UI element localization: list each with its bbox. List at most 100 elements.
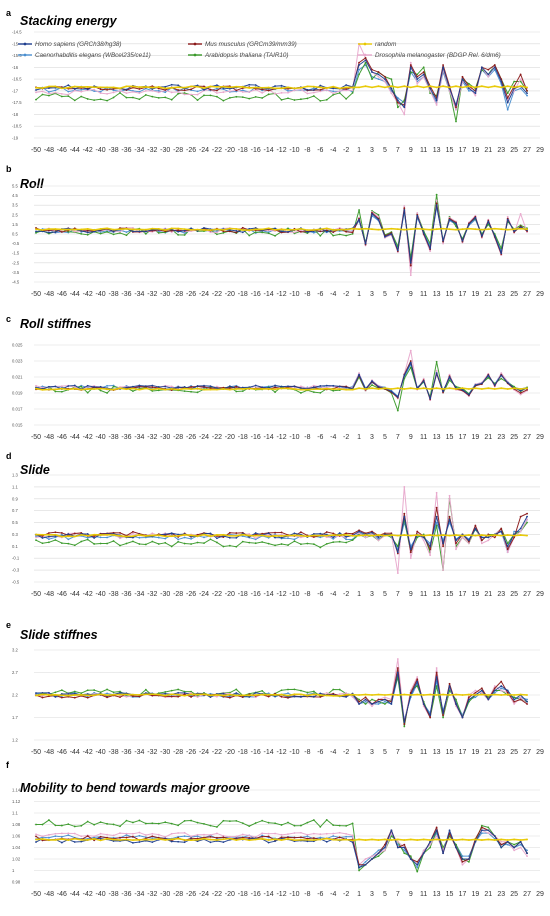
data-point bbox=[93, 90, 96, 93]
data-point bbox=[86, 689, 89, 692]
x-tick-label: 1 bbox=[357, 749, 361, 756]
data-point bbox=[132, 536, 134, 539]
data-point bbox=[73, 692, 76, 695]
data-point bbox=[222, 834, 225, 837]
data-point bbox=[377, 539, 380, 542]
data-point bbox=[403, 85, 406, 88]
x-tick-label: -2 bbox=[343, 291, 349, 298]
data-point bbox=[442, 66, 444, 69]
y-tick-label: -0.1 bbox=[12, 556, 20, 561]
data-point bbox=[93, 388, 96, 390]
data-point bbox=[203, 87, 205, 90]
data-point bbox=[228, 531, 231, 534]
data-point bbox=[403, 106, 406, 109]
data-point bbox=[183, 533, 186, 536]
data-point bbox=[474, 527, 477, 530]
y-tick-label: -18 bbox=[12, 112, 19, 117]
y-tick-label: 3.5 bbox=[12, 203, 18, 208]
data-point bbox=[203, 833, 205, 836]
data-point bbox=[99, 88, 102, 91]
data-point bbox=[196, 840, 199, 843]
x-tick-label: 1 bbox=[357, 891, 361, 898]
data-point bbox=[183, 839, 186, 841]
data-point bbox=[371, 384, 373, 386]
data-point bbox=[480, 826, 483, 829]
data-point bbox=[435, 671, 438, 674]
data-point bbox=[416, 870, 419, 873]
x-tick-label: -44 bbox=[70, 891, 80, 898]
data-point bbox=[183, 228, 186, 231]
data-point bbox=[319, 692, 322, 695]
data-point bbox=[513, 696, 516, 699]
data-point bbox=[364, 61, 367, 64]
data-point bbox=[274, 534, 276, 537]
panel-title: Roll bbox=[20, 177, 44, 191]
data-point bbox=[216, 839, 218, 841]
data-point bbox=[358, 698, 360, 701]
data-point bbox=[506, 534, 509, 536]
data-point bbox=[280, 531, 283, 534]
data-point bbox=[60, 696, 63, 699]
data-point bbox=[132, 230, 134, 233]
data-point bbox=[209, 833, 212, 836]
y-tick-label: 1.04 bbox=[12, 845, 21, 850]
data-point bbox=[170, 385, 173, 388]
data-point bbox=[429, 397, 432, 400]
data-point bbox=[287, 688, 289, 691]
data-point bbox=[151, 95, 154, 98]
data-point bbox=[73, 386, 76, 388]
data-point bbox=[99, 92, 102, 95]
data-point bbox=[506, 97, 509, 99]
data-point bbox=[235, 388, 238, 390]
data-point bbox=[261, 534, 264, 537]
legend-marker bbox=[193, 53, 197, 57]
data-point bbox=[183, 390, 186, 392]
x-tick-label: 13 bbox=[433, 291, 441, 298]
x-tick-label: -50 bbox=[31, 434, 41, 441]
data-point bbox=[48, 228, 50, 230]
data-point bbox=[480, 542, 483, 545]
data-point bbox=[67, 230, 70, 233]
data-point bbox=[325, 230, 328, 233]
data-point bbox=[35, 228, 37, 231]
data-point bbox=[487, 73, 490, 76]
data-point bbox=[203, 693, 205, 696]
x-tick-label: 15 bbox=[446, 291, 454, 298]
data-point bbox=[151, 822, 154, 825]
data-point bbox=[422, 534, 425, 537]
data-point bbox=[144, 385, 147, 388]
data-point bbox=[461, 838, 464, 841]
data-point bbox=[267, 388, 270, 390]
panel-title: Slide stiffnes bbox=[20, 628, 98, 642]
data-point bbox=[248, 825, 251, 828]
x-tick-label: -24 bbox=[199, 434, 209, 441]
data-point bbox=[144, 86, 147, 88]
data-point bbox=[209, 532, 212, 535]
data-point bbox=[235, 95, 238, 98]
data-point bbox=[287, 86, 289, 89]
data-point bbox=[132, 832, 134, 835]
data-point bbox=[513, 86, 516, 89]
data-point bbox=[41, 230, 44, 233]
data-point bbox=[325, 89, 328, 91]
data-point bbox=[280, 824, 283, 826]
y-tick-label: 0.015 bbox=[12, 423, 23, 428]
data-point bbox=[67, 535, 70, 538]
data-point bbox=[80, 90, 83, 93]
data-point bbox=[487, 223, 490, 226]
x-tick-label: 25 bbox=[510, 291, 518, 298]
data-point bbox=[300, 536, 302, 539]
data-point bbox=[138, 543, 141, 545]
x-tick-label: -18 bbox=[238, 434, 248, 441]
data-point bbox=[119, 531, 121, 534]
data-point bbox=[261, 837, 264, 840]
data-point bbox=[461, 860, 464, 863]
data-point bbox=[409, 261, 412, 264]
data-point bbox=[358, 228, 360, 231]
data-point bbox=[254, 227, 257, 229]
data-point bbox=[519, 388, 522, 390]
data-point bbox=[403, 846, 406, 849]
data-point bbox=[280, 84, 283, 87]
x-tick-label: -38 bbox=[108, 591, 118, 598]
data-point bbox=[267, 841, 270, 844]
